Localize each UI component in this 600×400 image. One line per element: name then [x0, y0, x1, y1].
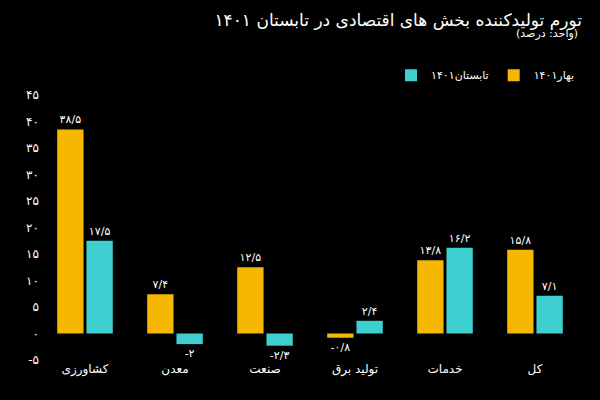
- svg-text:۱۳/۸: ۱۳/۸: [420, 244, 442, 257]
- svg-text:۷/۴: ۷/۴: [153, 278, 169, 291]
- svg-text:۱۲/۵: ۱۲/۵: [240, 251, 262, 264]
- svg-text:-۰/۸: -۰/۸: [331, 341, 351, 354]
- svg-text:تولید برق: تولید برق: [332, 362, 378, 377]
- svg-text:۱۵/۸: ۱۵/۸: [510, 234, 532, 247]
- svg-text:(واحد: درصد): (واحد: درصد): [516, 27, 578, 40]
- svg-text:۲/۴: ۲/۴: [362, 305, 378, 318]
- svg-text:۴۰: ۴۰: [26, 115, 39, 129]
- svg-text:خدمات: خدمات: [427, 362, 462, 376]
- svg-text:۳۵: ۳۵: [26, 141, 39, 155]
- svg-text:۲۵: ۲۵: [26, 194, 39, 208]
- svg-text:صنعت: صنعت: [249, 362, 280, 376]
- svg-text:۱۰: ۱۰: [26, 274, 39, 288]
- svg-text:کشاورزی: کشاورزی: [62, 362, 109, 377]
- svg-text:۲۰: ۲۰: [26, 221, 39, 235]
- svg-text:تابستان۱۴۰۱: تابستان۱۴۰۱: [431, 69, 489, 82]
- svg-text:۵: ۵: [33, 300, 39, 314]
- svg-text:۱۶/۲: ۱۶/۲: [449, 232, 471, 245]
- svg-text:۱۷/۵: ۱۷/۵: [89, 225, 111, 238]
- svg-text:۳۰: ۳۰: [26, 168, 39, 182]
- svg-text:۳۸/۵: ۳۸/۵: [60, 113, 82, 126]
- svg-text:۴۵: ۴۵: [26, 88, 39, 102]
- svg-text:تورم تولیدکننده بخش های اقتصاد: تورم تولیدکننده بخش های اقتصادی در تابست…: [214, 10, 582, 30]
- svg-text:-۲/۳: -۲/۳: [270, 349, 290, 362]
- svg-text:۰: ۰: [33, 327, 39, 341]
- svg-text:۱۵: ۱۵: [26, 247, 39, 261]
- svg-text:-۲: -۲: [185, 347, 195, 360]
- svg-text:۷/۱: ۷/۱: [542, 280, 558, 293]
- svg-text:کل: کل: [528, 362, 543, 376]
- svg-text:معدن: معدن: [161, 362, 188, 376]
- svg-text:بهار۱۴۰۱: بهار۱۴۰۱: [534, 69, 574, 82]
- svg-text:-۵: -۵: [28, 353, 39, 367]
